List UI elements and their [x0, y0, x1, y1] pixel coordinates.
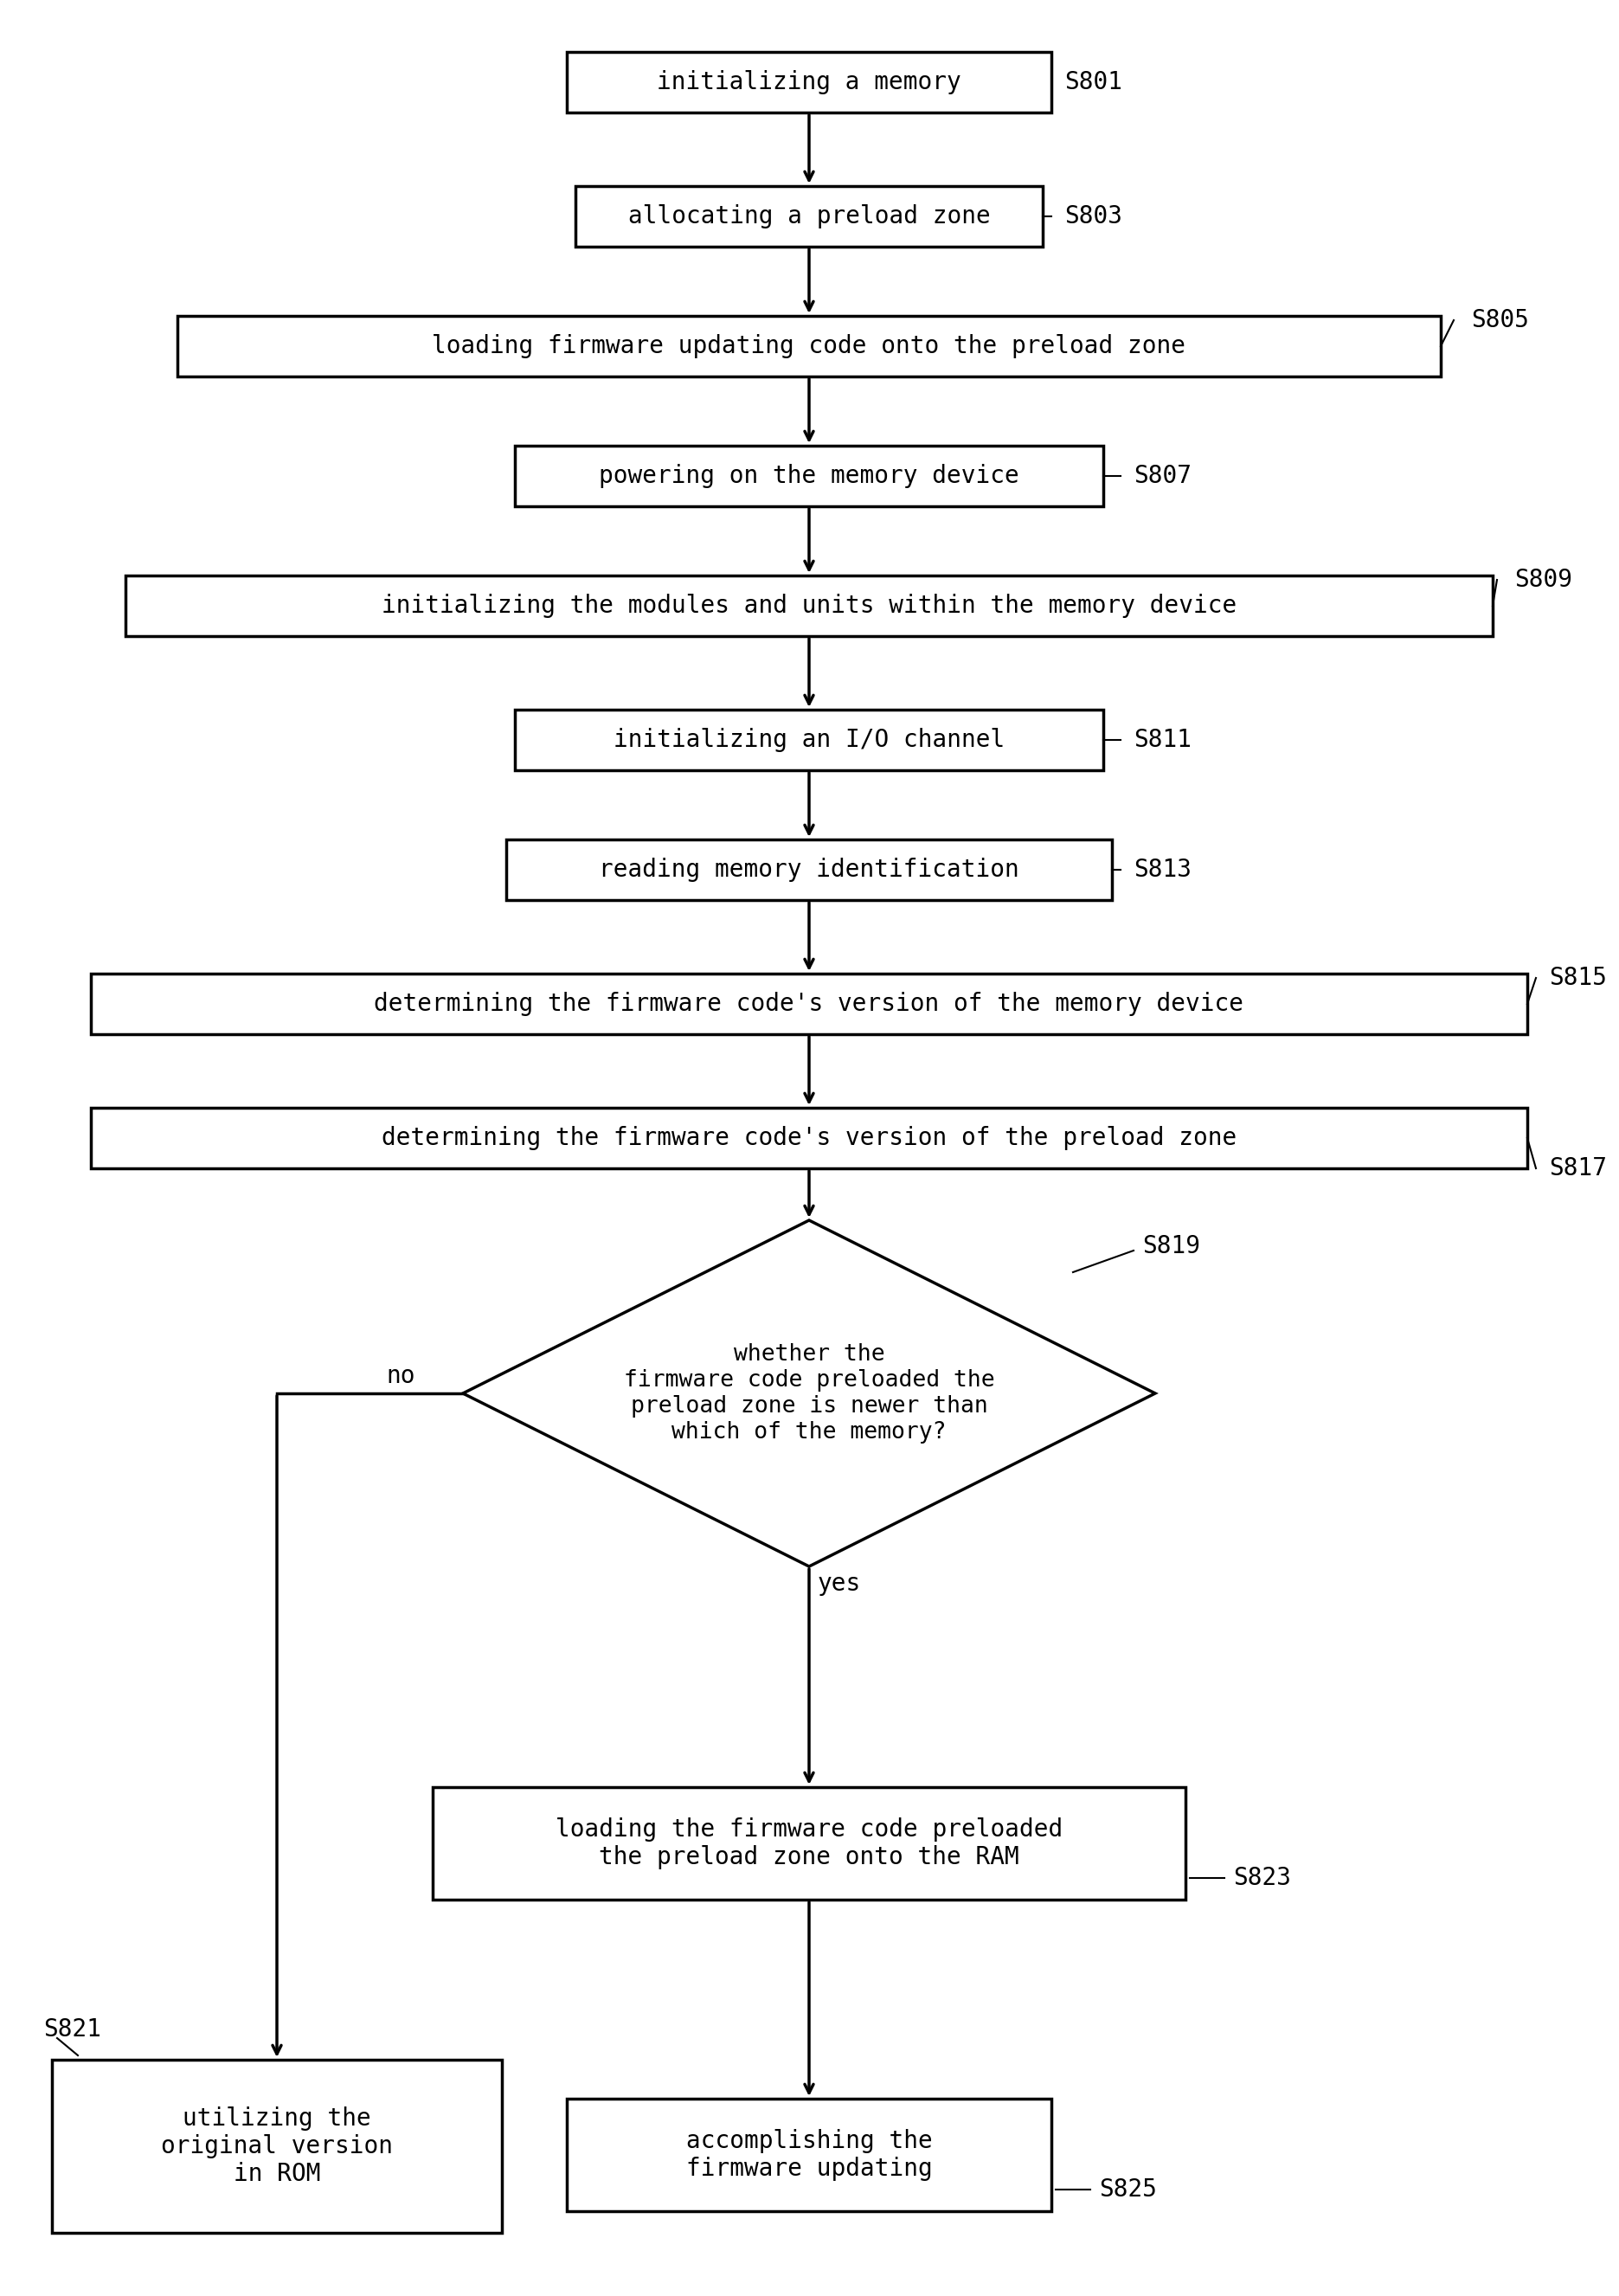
- Text: S801: S801: [1064, 71, 1122, 94]
- Bar: [567, 53, 1051, 113]
- Bar: [507, 840, 1112, 900]
- Text: S821: S821: [44, 2018, 102, 2041]
- Text: whether the
firmware code preloaded the
preload zone is newer than
which of the : whether the firmware code preloaded the …: [623, 1343, 994, 1444]
- Text: loading firmware updating code onto the preload zone: loading firmware updating code onto the …: [432, 333, 1185, 358]
- Bar: [575, 186, 1043, 246]
- Polygon shape: [463, 1219, 1156, 1566]
- Text: accomplishing the
firmware updating: accomplishing the firmware updating: [686, 2128, 933, 2181]
- Text: S807: S807: [1133, 464, 1192, 489]
- Text: reading memory identification: reading memory identification: [599, 859, 1020, 882]
- Text: yes: yes: [818, 1573, 861, 1596]
- Text: S803: S803: [1064, 204, 1122, 230]
- Text: S815: S815: [1549, 967, 1608, 990]
- Bar: [178, 317, 1441, 377]
- Text: powering on the memory device: powering on the memory device: [599, 464, 1020, 489]
- Bar: [125, 576, 1493, 636]
- Text: initializing a memory: initializing a memory: [657, 71, 962, 94]
- Text: determining the firmware code's version of the memory device: determining the firmware code's version …: [374, 992, 1243, 1017]
- Text: S819: S819: [1143, 1235, 1200, 1258]
- Text: S811: S811: [1133, 728, 1192, 753]
- Text: initializing the modules and units within the memory device: initializing the modules and units withi…: [382, 595, 1237, 618]
- Bar: [432, 1786, 1185, 1899]
- Text: loading the firmware code preloaded
the preload zone onto the RAM: loading the firmware code preloaded the …: [555, 1816, 1062, 1869]
- Text: determining the firmware code's version of the preload zone: determining the firmware code's version …: [382, 1125, 1237, 1150]
- Text: S805: S805: [1472, 308, 1528, 333]
- Bar: [91, 974, 1527, 1033]
- Text: S823: S823: [1234, 1867, 1290, 1890]
- Text: allocating a preload zone: allocating a preload zone: [628, 204, 991, 230]
- Bar: [515, 709, 1103, 769]
- Text: initializing an I/O channel: initializing an I/O channel: [614, 728, 1005, 753]
- Text: S809: S809: [1514, 567, 1572, 592]
- Text: utilizing the
original version
in ROM: utilizing the original version in ROM: [160, 2105, 393, 2186]
- Text: S825: S825: [1099, 2177, 1158, 2202]
- Bar: [515, 445, 1103, 507]
- Bar: [91, 1107, 1527, 1169]
- Text: S817: S817: [1549, 1157, 1608, 1180]
- Bar: [52, 2060, 502, 2232]
- Text: S813: S813: [1133, 859, 1192, 882]
- Bar: [567, 2099, 1051, 2211]
- Text: no: no: [387, 1364, 416, 1389]
